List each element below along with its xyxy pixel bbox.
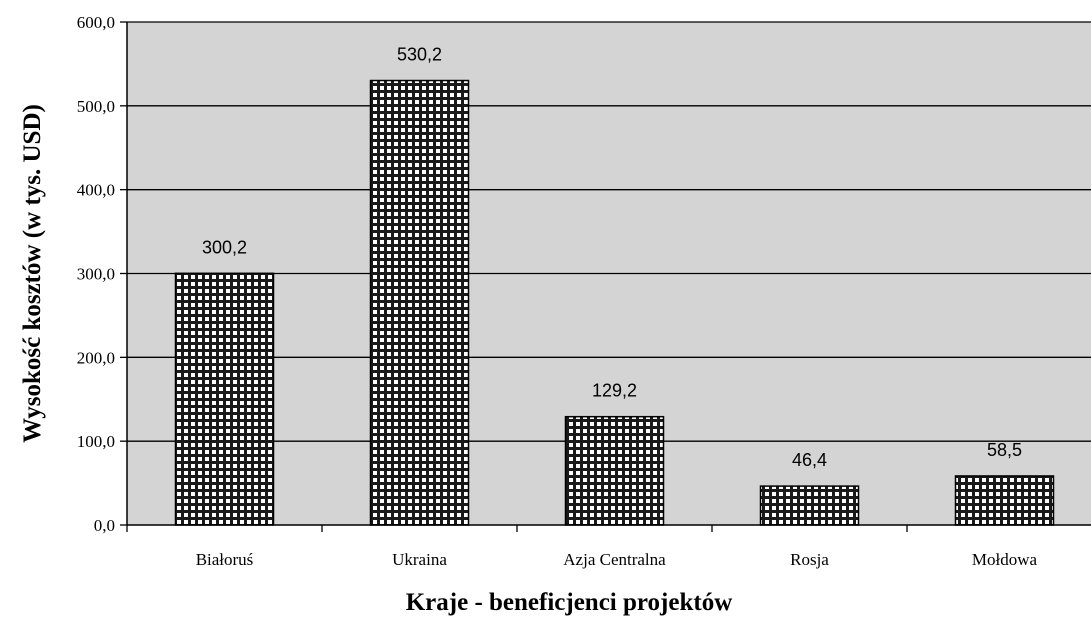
data-label: 530,2 bbox=[397, 45, 442, 65]
x-axis-title: Kraje - beneficjenci projektów bbox=[406, 589, 733, 616]
gridlines bbox=[127, 21, 1091, 442]
x-tick-label: Mołdowa bbox=[972, 550, 1038, 569]
data-label: 58,5 bbox=[987, 440, 1022, 460]
axes bbox=[120, 21, 1091, 532]
bar bbox=[564, 415, 665, 526]
y-axis-title: Wysokość kosztów (w tys. USD) bbox=[19, 104, 46, 443]
bar bbox=[759, 485, 860, 526]
y-tick-label: 200,0 bbox=[77, 348, 115, 367]
y-tick-label: 600,0 bbox=[77, 13, 115, 32]
bar bbox=[954, 475, 1055, 526]
data-label: 300,2 bbox=[202, 237, 247, 257]
x-tick-label: Ukraina bbox=[392, 550, 447, 569]
y-tick-label: 500,0 bbox=[77, 97, 115, 116]
y-tick-label: 0,0 bbox=[94, 516, 115, 535]
y-tick-label: 300,0 bbox=[77, 265, 115, 284]
labels: 0,0 100,0 200,0 300,0 400,0 500,0 600,0 300,2 Bi… bbox=[77, 13, 1038, 569]
y-tick-label: 400,0 bbox=[77, 181, 115, 200]
x-tick-label: Azja Centralna bbox=[563, 550, 666, 569]
bars bbox=[174, 79, 1055, 526]
data-label: 129,2 bbox=[592, 381, 637, 401]
data-label: 46,4 bbox=[792, 450, 827, 470]
x-tick-label: Rosja bbox=[790, 550, 829, 569]
bar bbox=[369, 79, 470, 526]
x-tick-label: Białoruś bbox=[196, 550, 254, 569]
y-tick-label: 100,0 bbox=[77, 432, 115, 451]
bar bbox=[174, 272, 275, 526]
